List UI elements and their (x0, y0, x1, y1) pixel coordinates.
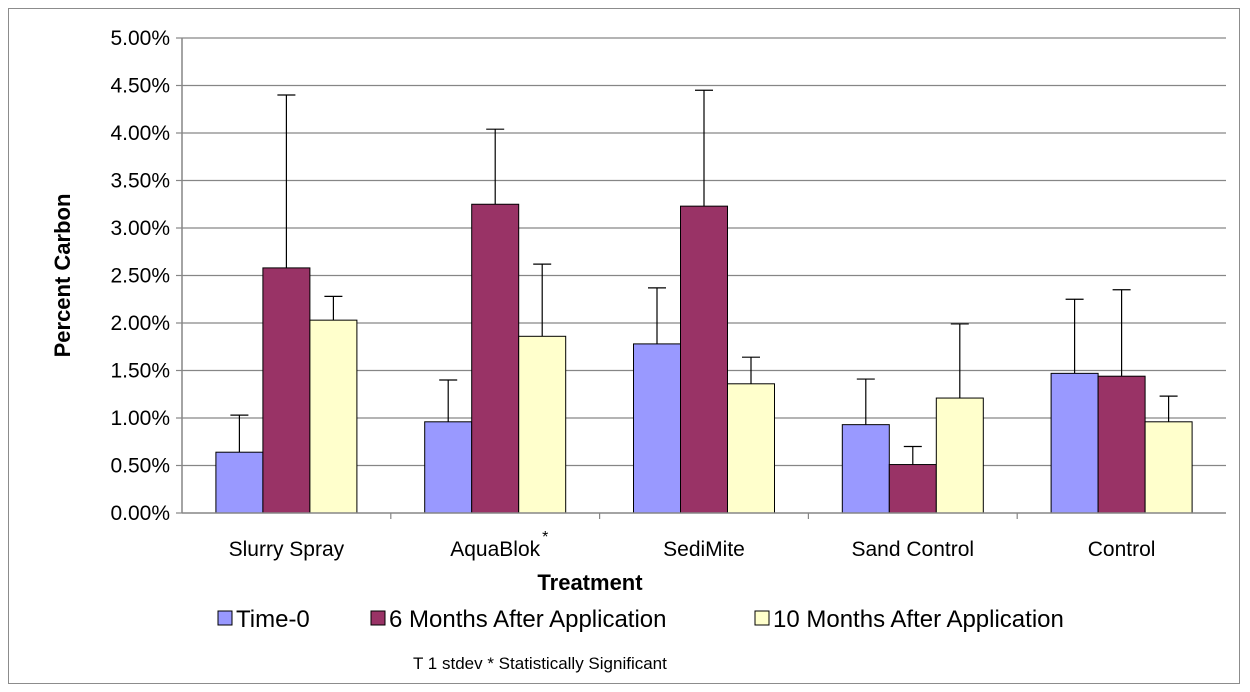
y-tick-label: 2.50% (110, 265, 170, 288)
legend-label: Time-0 (236, 606, 310, 633)
y-tick-labels: 0.00% 0.50% 1.00% 1.50% 2.00% 2.50% 3.00% 3.50%… (110, 27, 170, 525)
y-tick-label: 1.50% (110, 360, 170, 383)
y-tick-label: 4.50% (110, 75, 170, 98)
y-tick-label: 1.00% (110, 407, 170, 430)
bar (727, 383, 775, 514)
y-axis-title: Percent Carbon (50, 194, 75, 358)
bar (215, 451, 264, 514)
y-tick-label: 3.50% (110, 170, 170, 193)
y-tick-label: 3.00% (110, 217, 170, 240)
bar (471, 203, 520, 514)
bar (680, 205, 728, 514)
bar (1097, 375, 1146, 514)
y-tick-label: 2.00% (110, 312, 170, 335)
bar (888, 464, 937, 514)
bars (215, 203, 1193, 514)
bar (841, 424, 890, 514)
x-tick-label: Sand Control (852, 538, 975, 561)
x-tick-labels: Slurry Spray AquaBlok* SediMite Sand Contro… (229, 513, 1156, 561)
x-tick-label: SediMite (663, 538, 745, 561)
legend-label: 6 Months After Application (389, 606, 667, 633)
significance-marker: * (542, 529, 548, 546)
bar (262, 267, 311, 514)
legend-label: 10 Months After Application (773, 606, 1064, 633)
bar (633, 343, 681, 514)
bar (1050, 372, 1099, 514)
error-bars (230, 89, 1178, 465)
legend-swatch (217, 610, 233, 626)
y-tick-label: 0.50% (110, 455, 170, 478)
bar (1144, 421, 1193, 514)
legend-swatch (370, 610, 386, 626)
chart-frame (8, 8, 1240, 684)
bar (935, 397, 984, 514)
y-tick-label: 0.00% (110, 502, 170, 525)
y-tick-label: 4.00% (110, 122, 170, 145)
x-axis-title: Treatment (537, 570, 643, 595)
x-tick-label: Slurry Spray (229, 538, 345, 561)
x-tick-label: AquaBlok (450, 538, 540, 561)
legend: Time-0 6 Months After Application 10 Month… (217, 606, 1064, 633)
bar (518, 335, 567, 514)
bar (424, 421, 473, 514)
y-tick-label: 5.00% (110, 27, 170, 50)
legend-swatch (754, 610, 770, 626)
footnote: T 1 stdev * Statistically Significant (413, 654, 667, 673)
x-tick-label: Control (1088, 538, 1156, 561)
bar (309, 319, 358, 514)
